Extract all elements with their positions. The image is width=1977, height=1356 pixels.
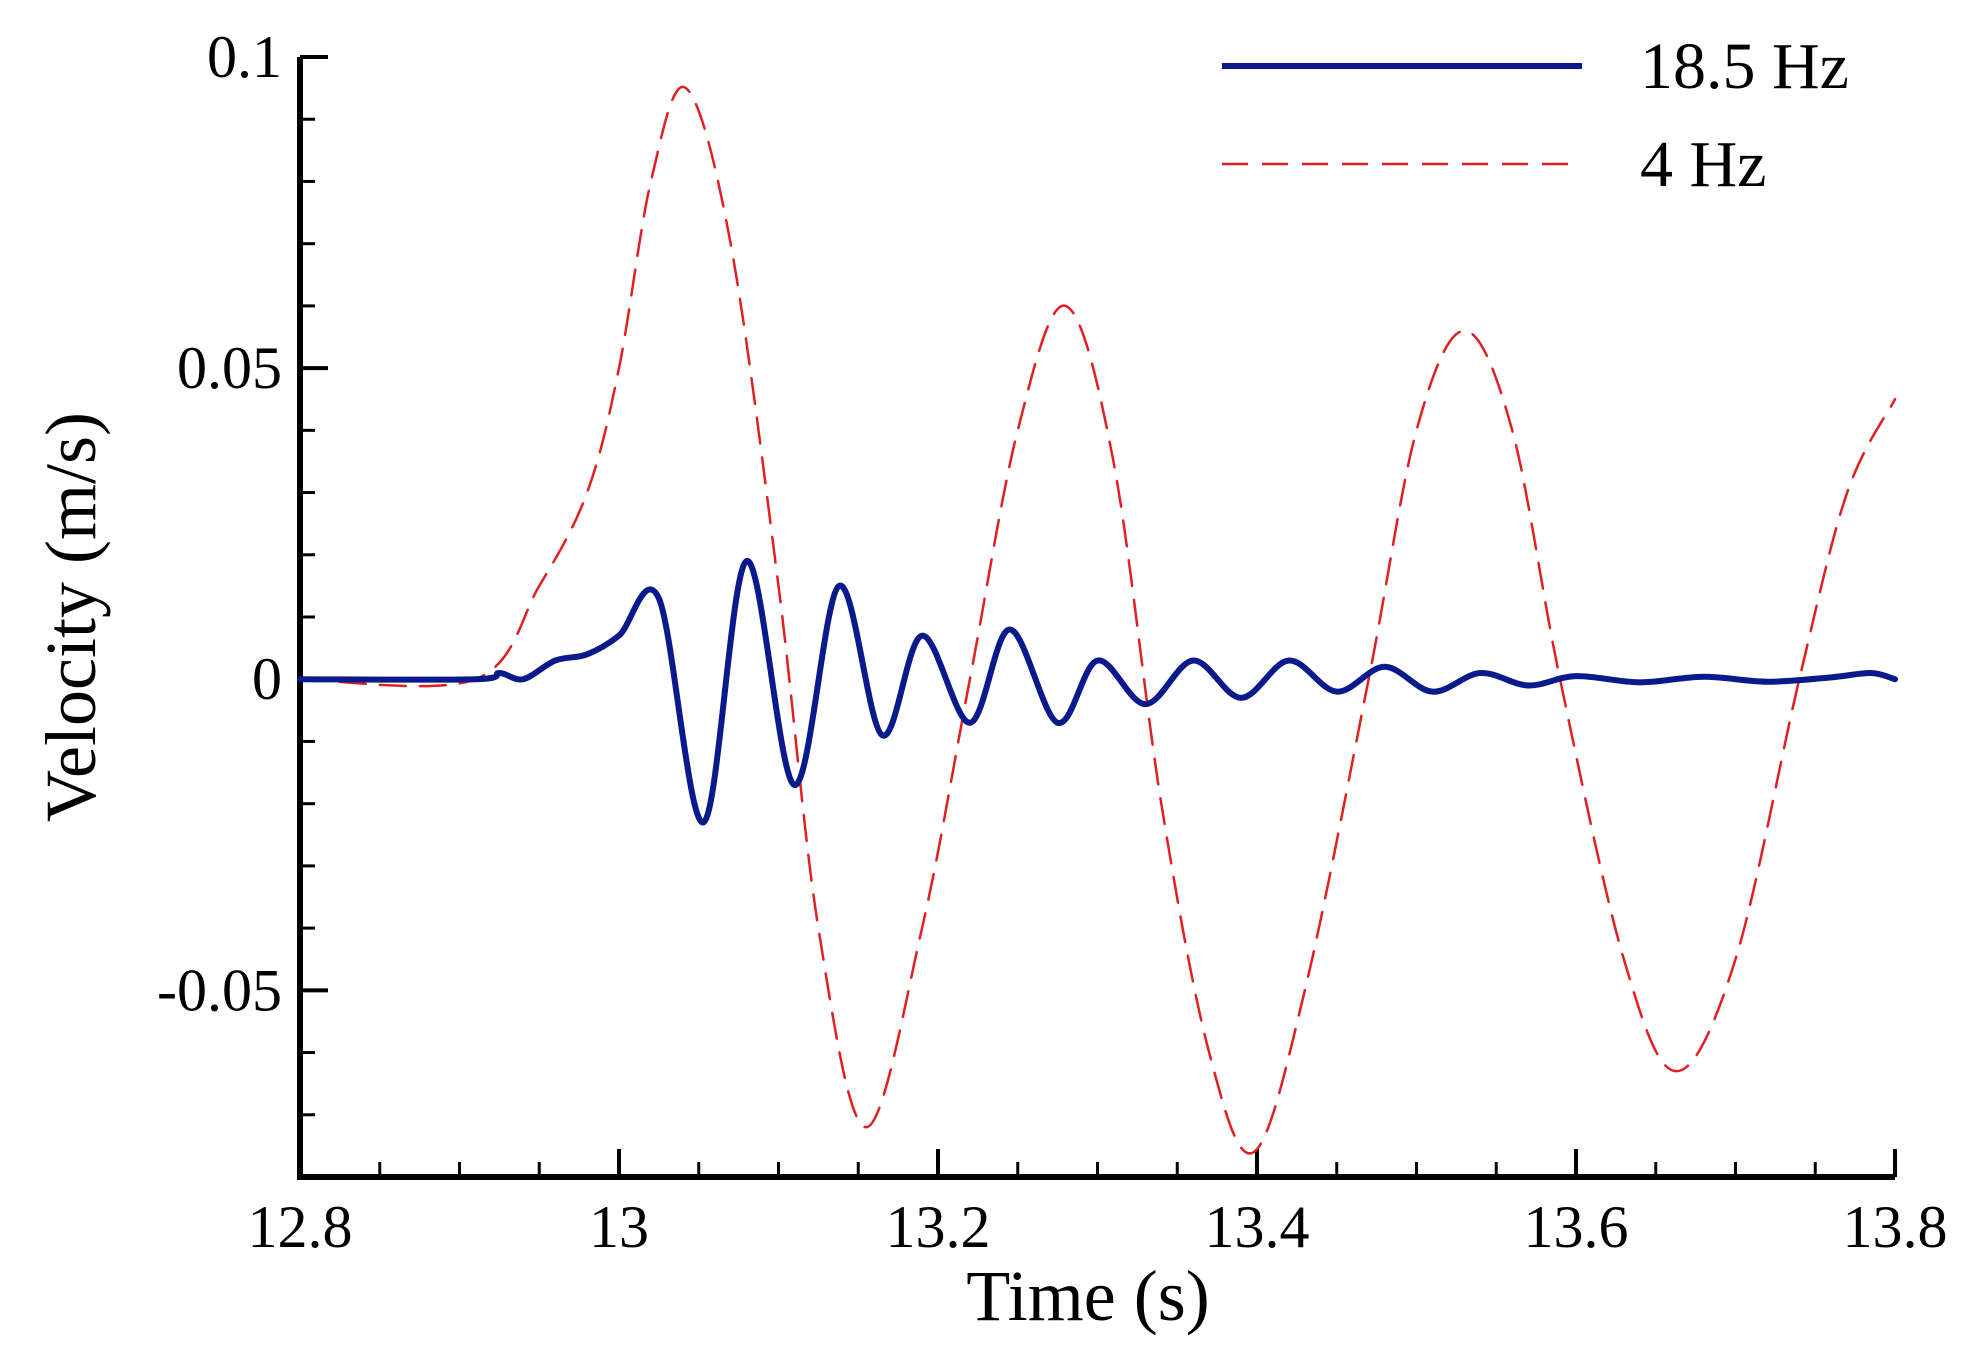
series-line-18-5-hz (297, 557, 1898, 826)
legend-label-18-5-hz: 18.5 Hz (1640, 30, 1849, 103)
x-tick-label: 13.6 (1524, 1194, 1629, 1260)
tick-labels: 12.8 13 13.2 13.4 13.6 13.8 -0.05 0 0.05 0.1 (157, 24, 1947, 1260)
x-tick-label: 13.8 (1843, 1194, 1948, 1260)
y-tick-label: 0.1 (207, 24, 282, 90)
series-lines (297, 85, 1898, 1155)
y-tick-label: -0.05 (157, 957, 282, 1023)
x-tick-label: 13 (589, 1194, 649, 1260)
x-tick-label: 12.8 (248, 1194, 353, 1260)
y-tick-label: 0.05 (177, 335, 282, 401)
legend-label-4-hz: 4 Hz (1640, 128, 1766, 201)
x-axis-title: Time (s) (966, 1256, 1209, 1336)
x-tick-label: 13.2 (886, 1194, 991, 1260)
legend: 18.5 Hz 4 Hz (1222, 30, 1849, 201)
y-axis-title: Velocity (m/s) (31, 412, 111, 822)
x-tick-label: 13.4 (1205, 1194, 1310, 1260)
tick-marks (298, 55, 1897, 1177)
y-tick-label: 0 (252, 646, 282, 712)
series-line-4-hz (298, 85, 1897, 1155)
